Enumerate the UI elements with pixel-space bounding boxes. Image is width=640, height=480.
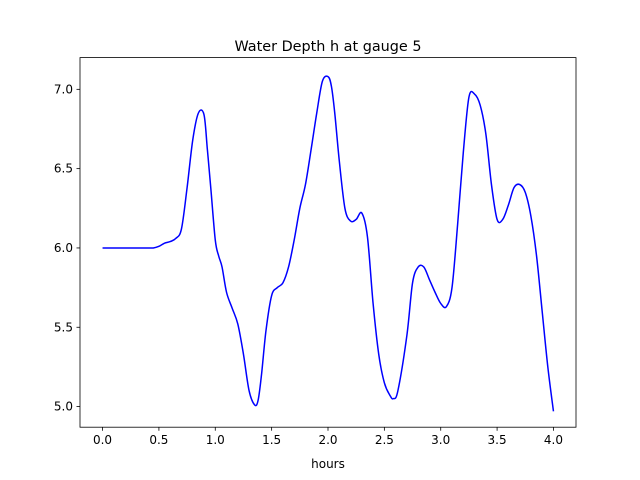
y-tick-label: 5.5 (54, 320, 73, 334)
y-tick-label: 6.0 (54, 241, 73, 255)
y-tick-label: 7.0 (54, 82, 73, 96)
x-tick-label: 2.0 (318, 433, 337, 447)
chart-title: Water Depth h at gauge 5 (234, 39, 421, 55)
series-line-0 (102, 75, 555, 412)
x-axis: 0.0 0.5 1.0 1.5 2.0 2.5 3.0 3.5 4.0 (93, 427, 563, 447)
y-axis: 5.0 5.5 6.0 6.5 7.0 (54, 82, 80, 414)
plot-area (102, 75, 555, 412)
x-tick-label: 4.0 (544, 433, 563, 447)
axes-frame (79, 57, 577, 428)
x-tick-label: 3.5 (488, 433, 507, 447)
x-tick-label: 1.0 (206, 433, 225, 447)
x-tick-label: 2.5 (375, 433, 394, 447)
x-tick-label: 3.0 (431, 433, 450, 447)
x-axis-label: hours (311, 457, 345, 471)
x-tick-label: 0.5 (149, 433, 168, 447)
y-tick-label: 6.5 (54, 162, 73, 176)
x-tick-label: 0.0 (93, 433, 112, 447)
y-tick-label: 5.0 (54, 400, 73, 414)
x-tick-label: 1.5 (262, 433, 281, 447)
